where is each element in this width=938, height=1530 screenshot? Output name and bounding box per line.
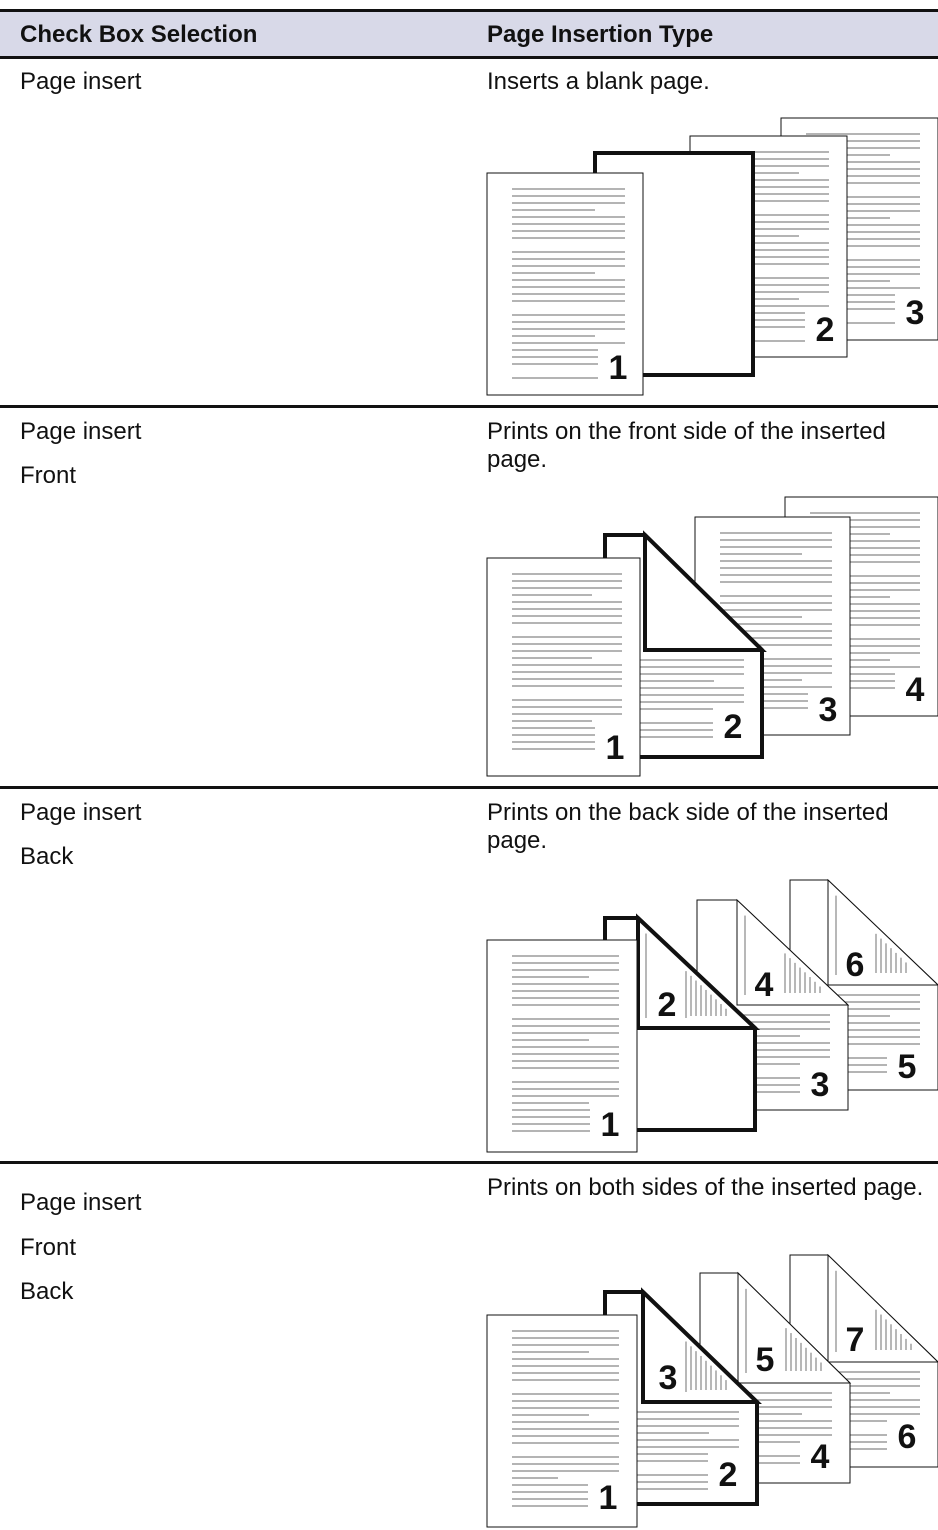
page-number: 1	[599, 1479, 618, 1517]
number-bg	[605, 351, 631, 385]
page-number: 2	[658, 986, 677, 1024]
number-bg	[842, 1323, 868, 1357]
number-bg	[807, 1068, 833, 1102]
page-number: 2	[816, 311, 835, 349]
number-bg	[902, 673, 928, 707]
number-bg	[751, 968, 777, 1002]
page-number: 2	[719, 1456, 738, 1494]
description: Prints on the front side of the inserted…	[487, 418, 886, 473]
fold-flap	[643, 530, 767, 652]
option: Page insert	[20, 799, 142, 826]
rule	[0, 1161, 938, 1164]
page-number: 3	[659, 1359, 678, 1397]
number-bg	[654, 988, 680, 1022]
page-number: 3	[906, 294, 925, 332]
page-number: 1	[609, 349, 628, 387]
description: Prints on the back side of the inserted …	[487, 799, 889, 854]
option: Front	[20, 462, 77, 489]
option: Back	[20, 1278, 74, 1305]
rule	[0, 786, 938, 789]
number-bg	[842, 948, 868, 982]
number-bg	[807, 1440, 833, 1474]
page-number: 6	[898, 1418, 917, 1456]
column-header: Check Box Selection	[20, 21, 258, 48]
page-number: 5	[756, 1341, 775, 1379]
number-bg	[602, 731, 628, 765]
number-bg	[597, 1108, 623, 1142]
option: Page insert	[20, 418, 142, 445]
page-number: 2	[724, 708, 743, 746]
page-number: 1	[601, 1106, 620, 1144]
number-bg	[902, 296, 928, 330]
page	[486, 1314, 638, 1528]
page-number: 3	[811, 1066, 830, 1104]
rule	[0, 56, 938, 59]
option: Back	[20, 843, 74, 870]
option: Page insert	[20, 1189, 142, 1216]
number-bg	[752, 1343, 778, 1377]
option: Page insert	[20, 68, 142, 95]
option: Front	[20, 1234, 77, 1261]
number-bg	[595, 1481, 621, 1515]
page-number: 3	[819, 691, 838, 729]
number-bg	[815, 693, 841, 727]
column-header: Page Insertion Type	[487, 21, 714, 48]
number-bg	[655, 1361, 681, 1395]
number-bg	[894, 1420, 920, 1454]
page-number: 5	[898, 1048, 917, 1086]
number-bg	[894, 1050, 920, 1084]
page	[486, 939, 638, 1153]
page-number: 1	[606, 729, 625, 767]
rule	[0, 405, 938, 408]
page-number: 4	[811, 1438, 830, 1476]
page-number: 7	[846, 1321, 865, 1359]
number-bg	[715, 1458, 741, 1492]
rule	[0, 9, 938, 12]
number-bg	[720, 710, 746, 744]
description: Inserts a blank page.	[487, 68, 710, 95]
page-number: 4	[906, 671, 925, 709]
number-bg	[812, 313, 838, 347]
page-number: 4	[755, 966, 774, 1004]
page	[486, 172, 644, 396]
page-number: 6	[846, 946, 865, 984]
description: Prints on both sides of the inserted pag…	[487, 1174, 924, 1201]
header-band	[0, 12, 938, 57]
